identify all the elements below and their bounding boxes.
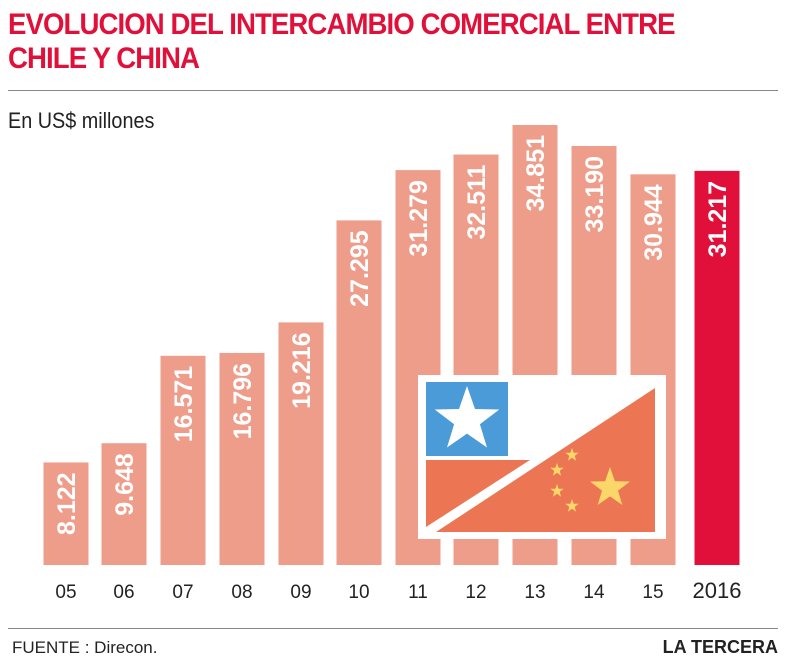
x-tick-07: 07 bbox=[172, 582, 193, 603]
bar-09 bbox=[278, 322, 324, 565]
title-divider bbox=[8, 90, 778, 91]
bar-10 bbox=[336, 220, 382, 566]
x-tick-08: 08 bbox=[231, 582, 252, 603]
footer-divider bbox=[8, 628, 778, 629]
data-label-05: 8.122 bbox=[53, 472, 81, 535]
x-tick-05: 05 bbox=[55, 582, 76, 603]
data-label-14: 33.190 bbox=[581, 156, 609, 232]
data-label-12: 32.511 bbox=[463, 164, 491, 239]
bar-06 bbox=[101, 443, 147, 565]
x-tick-14: 14 bbox=[583, 582, 605, 603]
x-tick-10: 10 bbox=[348, 582, 369, 603]
chile-china-flag-icon bbox=[418, 375, 666, 539]
data-label-07: 16.571 bbox=[170, 366, 198, 443]
x-tick-06: 06 bbox=[113, 582, 134, 603]
chart-subtitle: En US$ millones bbox=[8, 108, 155, 133]
bar-2016 bbox=[694, 170, 740, 565]
data-label-13: 34.851 bbox=[522, 135, 550, 212]
x-tick-11: 11 bbox=[408, 582, 428, 603]
x-tick-2016: 2016 bbox=[693, 578, 742, 603]
x-tick-13: 13 bbox=[524, 582, 545, 603]
brand-logo: LA TERCERA bbox=[662, 637, 778, 657]
data-label-11: 31.279 bbox=[405, 180, 433, 256]
x-tick-12: 12 bbox=[465, 582, 486, 603]
data-label-08: 16.796 bbox=[229, 363, 257, 439]
x-tick-09: 09 bbox=[290, 582, 311, 603]
source-note: FUENTE : Direcon. bbox=[12, 638, 158, 657]
data-label-09: 19.216 bbox=[288, 332, 316, 408]
data-label-15: 30.944 bbox=[640, 184, 668, 261]
bar-07 bbox=[160, 355, 206, 565]
data-label-2016: 31.217 bbox=[704, 181, 732, 257]
data-label-10: 27.295 bbox=[346, 230, 374, 307]
bar-08 bbox=[219, 352, 265, 565]
x-tick-15: 15 bbox=[642, 582, 663, 603]
bar-05 bbox=[43, 462, 89, 565]
chart-title: EVOLUCION DEL INTERCAMBIO COMERCIAL ENTR… bbox=[8, 8, 676, 75]
data-label-06: 9.648 bbox=[111, 453, 139, 516]
